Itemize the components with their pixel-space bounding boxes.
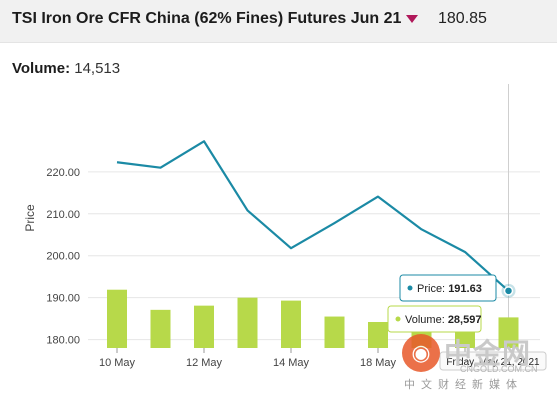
volume-bar[interactable]	[368, 322, 388, 348]
instrument-title: TSI Iron Ore CFR China (62% Fines) Futur…	[12, 10, 402, 27]
watermark-brand: 中金网	[444, 338, 532, 369]
down-arrow-icon	[406, 15, 418, 23]
header-bar: TSI Iron Ore CFR China (62% Fines) Futur…	[0, 0, 557, 43]
price-tooltip-value: 191.63	[448, 283, 482, 295]
volume-tooltip-dot	[395, 316, 401, 322]
watermark: ◉ 中金网 CNGOLD.COM.CN 中文财经新媒体	[400, 328, 550, 391]
volume-value: 14,513	[74, 60, 121, 77]
watermark-logo-icon: ◉	[402, 334, 440, 372]
price-marker	[503, 286, 514, 296]
y-axis-ticks: 180.00 190.00 200.00 210.00 220.00	[46, 167, 80, 347]
last-price: 180.85	[438, 10, 487, 27]
volume-tooltip-label: Volume:	[405, 314, 448, 326]
price-tooltip-box	[399, 274, 497, 302]
y-tick-label: 220.00	[46, 167, 80, 179]
y-tick-label: 210.00	[46, 209, 80, 221]
volume-bar[interactable]	[237, 297, 258, 348]
y-tick-label: 200.00	[46, 251, 80, 263]
x-tick-label: 12 May	[186, 357, 223, 369]
volume-tooltip-value: 28,597	[448, 314, 482, 326]
volume-bar[interactable]	[324, 316, 345, 348]
price-line[interactable]	[116, 140, 510, 292]
volume-bar[interactable]	[107, 289, 127, 348]
volume-bar[interactable]	[498, 317, 519, 348]
watermark-url: CNGOLD.COM.CN	[460, 364, 538, 374]
price-tooltip-dot	[407, 285, 413, 291]
volume-bar[interactable]	[194, 305, 214, 348]
x-tick-label: 18 May	[360, 357, 397, 369]
date-tooltip-text: Friday, May 21, 2021	[446, 357, 540, 368]
x-tick-label: 10 May	[99, 357, 136, 369]
volume-bar[interactable]	[281, 300, 301, 348]
watermark-subtitle: 中文财经新媒体	[404, 379, 523, 391]
y-tick-label: 190.00	[46, 293, 80, 305]
date-tooltip-box	[439, 351, 547, 371]
volume-tooltip-box	[387, 305, 482, 333]
hover-marker	[501, 283, 516, 298]
tooltip: Price: 191.63 Volume: 28,597 Friday, May 2…	[387, 274, 547, 371]
volume-bar[interactable]	[150, 309, 171, 348]
y-axis-title: Price	[23, 204, 37, 232]
volume-summary: Volume: 14,513	[12, 60, 120, 77]
x-tick-label: 14 May	[273, 357, 310, 369]
y-tick-label: 180.00	[46, 335, 80, 347]
volume-tooltip-text: Volume: 28,597	[405, 314, 481, 326]
price-tooltip-text: Price: 191.63	[417, 283, 482, 295]
volume-label: Volume:	[12, 60, 71, 77]
price-tooltip-label: Price:	[417, 283, 448, 295]
